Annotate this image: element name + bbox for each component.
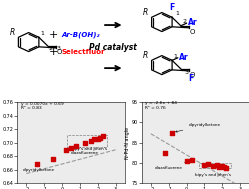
Text: Selectfluor: Selectfluor xyxy=(61,49,105,55)
Text: R² = 0.83: R² = 0.83 xyxy=(21,106,42,110)
Text: bipy's and phen's
diazafluorene: bipy's and phen's diazafluorene xyxy=(71,143,107,155)
Text: dipyridylketone: dipyridylketone xyxy=(23,165,55,172)
Point xyxy=(170,131,174,134)
Point xyxy=(83,141,87,144)
Point xyxy=(51,157,55,160)
Point xyxy=(35,163,39,166)
Text: diazafluorene: diazafluorene xyxy=(154,161,189,170)
Point xyxy=(89,139,93,142)
Point xyxy=(211,165,215,168)
Text: 1: 1 xyxy=(40,31,44,36)
Point xyxy=(92,138,96,141)
Point xyxy=(98,136,102,139)
Text: 3: 3 xyxy=(57,46,61,51)
Text: 3: 3 xyxy=(184,70,188,75)
Text: y = 0.0070x + 0.69: y = 0.0070x + 0.69 xyxy=(21,102,64,106)
Text: Ar: Ar xyxy=(188,18,197,27)
Point xyxy=(69,147,73,150)
Point xyxy=(206,162,210,165)
Text: R: R xyxy=(10,28,15,37)
Text: F: F xyxy=(188,74,193,83)
Y-axis label: NBOₙₛₛ: NBOₙₛₛ xyxy=(0,135,1,151)
Point xyxy=(224,166,228,169)
Text: Ar-B(OH)₂: Ar-B(OH)₂ xyxy=(61,32,100,38)
Text: O: O xyxy=(189,29,195,35)
Text: O: O xyxy=(56,49,62,55)
Point xyxy=(215,163,219,167)
Y-axis label: N-Pd-N angle: N-Pd-N angle xyxy=(125,127,130,159)
Text: R² = 0.76: R² = 0.76 xyxy=(145,106,166,110)
Text: 1: 1 xyxy=(175,11,179,16)
Text: R: R xyxy=(143,8,148,17)
Text: R: R xyxy=(143,51,148,60)
Text: 2: 2 xyxy=(49,46,53,51)
Text: Ar: Ar xyxy=(179,53,188,62)
Text: F: F xyxy=(170,3,175,12)
Text: Pd catalyst: Pd catalyst xyxy=(89,43,137,52)
Point xyxy=(190,158,194,161)
Point xyxy=(185,160,188,163)
Text: 1: 1 xyxy=(174,54,178,59)
Text: 2: 2 xyxy=(182,19,186,24)
Point xyxy=(220,165,224,168)
Point xyxy=(163,151,167,154)
Point xyxy=(202,163,206,167)
Point xyxy=(96,137,100,140)
Text: y = -2.6x + 84: y = -2.6x + 84 xyxy=(145,101,178,105)
Point xyxy=(64,149,68,152)
Text: bipy's and phen's: bipy's and phen's xyxy=(195,167,232,177)
Text: +: + xyxy=(49,47,58,57)
Text: +: + xyxy=(49,30,58,40)
Point xyxy=(222,166,226,169)
Point xyxy=(74,145,78,148)
Text: O: O xyxy=(189,72,195,78)
Point xyxy=(101,134,105,137)
Point xyxy=(217,166,221,169)
Text: dipyridylketone: dipyridylketone xyxy=(176,123,220,132)
